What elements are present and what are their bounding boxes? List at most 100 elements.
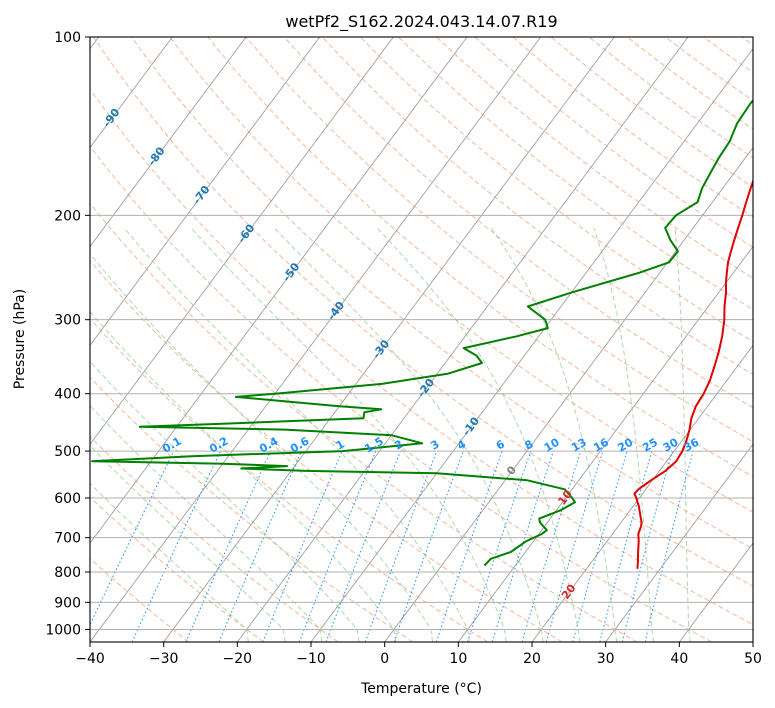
- dry-adiabat-line: [397, 37, 753, 311]
- isotherm-line: [90, 37, 394, 445]
- sounding-curves: [91, 98, 753, 569]
- dry-adiabat-line: [90, 145, 712, 642]
- moist-adiabat-line: [90, 310, 397, 642]
- mixing-ratio-line: [90, 450, 175, 626]
- mixing-ratio-label: 3: [428, 438, 441, 453]
- moist-adiabat-line: [90, 445, 286, 642]
- dry-adiabat-line: [359, 37, 753, 343]
- y-tick-label: 900: [54, 595, 81, 611]
- isotherm-line: [90, 37, 468, 544]
- mixing-ratio-line: [298, 450, 377, 642]
- y-axis: 100 200 300 400 500 600 700 800 900 1000: [45, 30, 90, 638]
- moist-adiabat-line: [90, 482, 249, 642]
- mixing-ratio-line: [599, 450, 653, 642]
- dry-adiabat-line: [90, 202, 638, 642]
- dry-adiabat-line: [664, 37, 753, 102]
- x-tick-label: 0: [380, 651, 389, 667]
- y-tick-label: 100: [54, 30, 81, 46]
- dry-adiabat-line: [740, 37, 753, 46]
- mixing-ratio-label: 16: [591, 435, 611, 454]
- mixing-ratio-line: [572, 450, 628, 642]
- isotherm-line: [310, 47, 753, 642]
- isotherm-line: [236, 37, 689, 642]
- y-tick-label: 300: [54, 313, 81, 329]
- isotherm-line: [531, 344, 753, 642]
- moist-adiabat-line: [90, 253, 433, 642]
- x-tick-label: 30: [597, 651, 615, 667]
- y-tick-label: 500: [54, 444, 81, 460]
- dry-adiabat-line: [92, 37, 753, 587]
- moist-adiabat-line: [190, 227, 507, 642]
- mixing-ratio-line: [218, 450, 302, 642]
- dry-adiabat-line: [435, 37, 753, 279]
- dry-adiabat-line: [321, 37, 753, 375]
- dry-adiabat-line: [90, 376, 414, 642]
- dewpoint-curve: [91, 98, 753, 567]
- mixing-ratio-line: [545, 450, 604, 642]
- x-axis: −40 −30 −20 −10 0 10 20 30 40 50: [75, 642, 762, 667]
- isotherm-label: -60: [235, 221, 258, 245]
- x-tick-label: −20: [223, 651, 253, 667]
- dry-adiabat-line: [474, 37, 753, 248]
- mixing-ratio-line: [435, 450, 503, 642]
- chart-title: wetPf2_S162.2024.043.14.07.R19: [285, 12, 557, 32]
- dry-adiabat-line: [245, 37, 753, 443]
- isotherm-label: 0: [504, 463, 519, 477]
- mixing-ratio-label: 30: [661, 435, 681, 454]
- mixing-ratio-line: [325, 450, 402, 642]
- mixing-ratio-line: [644, 450, 694, 642]
- mixing-ratio-label: 8: [522, 438, 535, 453]
- y-tick-label: 600: [54, 491, 81, 507]
- mixing-ratio-line: [364, 450, 438, 642]
- moist-adiabat-line: [593, 227, 654, 642]
- isotherm-line: [605, 443, 753, 642]
- x-tick-label: −40: [75, 651, 105, 667]
- plot-frame: [89, 36, 754, 643]
- isotherm-line: [90, 37, 247, 248]
- mixing-ratio-label: 25: [640, 436, 660, 455]
- mixing-ratio-line: [621, 450, 673, 642]
- y-axis-label: Pressure (hPa): [12, 289, 28, 389]
- moist-adiabat-line: [123, 227, 470, 642]
- pressure-grid: [90, 37, 753, 630]
- mixing-ratio-label: 4: [455, 437, 468, 452]
- y-tick-label: 700: [54, 531, 81, 547]
- dry-adiabat-line: [90, 260, 563, 642]
- mixing-ratio-label: 6: [494, 437, 507, 452]
- isotherm-line: [384, 146, 753, 642]
- x-tick-label: −30: [149, 651, 179, 667]
- mixing-ratio-line: [491, 450, 554, 642]
- temperature-curve: [633, 178, 753, 569]
- mixing-ratio-line: [521, 450, 582, 642]
- moist-adiabat-line: [674, 227, 691, 642]
- dry-adiabat-line: [169, 37, 753, 513]
- x-tick-label: 10: [449, 651, 467, 667]
- moist-adiabat-line: [490, 227, 618, 642]
- moist-adiabat-line: [376, 227, 581, 642]
- x-tick-label: 40: [670, 651, 688, 667]
- isotherm-label: -30: [370, 337, 393, 361]
- y-tick-label: 200: [54, 208, 81, 224]
- mixing-ratio-line: [262, 450, 343, 642]
- x-tick-label: 20: [523, 651, 541, 667]
- mixing-ratio-label: 13: [569, 436, 589, 455]
- isotherm-line: [457, 245, 753, 642]
- x-tick-label: 50: [744, 651, 762, 667]
- moist-adiabat-line: [90, 405, 323, 642]
- isotherm-label: -20: [415, 376, 438, 400]
- mixing-ratio-label: 10: [542, 435, 562, 454]
- isotherm-label: -90: [100, 106, 123, 130]
- isotherm-line: [90, 37, 542, 642]
- x-tick-label: −10: [296, 651, 326, 667]
- mixing-ratio-line: [467, 450, 532, 642]
- y-tick-label: 1000: [45, 622, 81, 638]
- background-lines: [90, 37, 753, 642]
- isotherm-label: -50: [280, 260, 303, 284]
- isotherm-label: -70: [190, 183, 213, 207]
- dry-adiabat-line: [702, 37, 753, 74]
- isotherm-line: [163, 37, 615, 642]
- dry-adiabat-line: [550, 37, 753, 188]
- dry-adiabat-line: [283, 37, 753, 409]
- isotherm-label: 40: [615, 705, 635, 708]
- y-tick-label: 800: [54, 565, 81, 581]
